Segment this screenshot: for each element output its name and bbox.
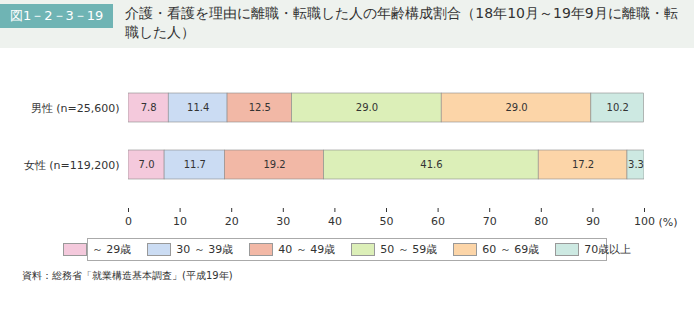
svg-text:男性 (n=25,600): 男性 (n=25,600) bbox=[31, 102, 120, 115]
html-text:60 ～ 69歳: 60 ～ 69歳 bbox=[482, 243, 540, 256]
svg-text:0: 0 bbox=[125, 215, 132, 228]
svg-text:40: 40 bbox=[328, 215, 342, 228]
svg-text:50: 50 bbox=[380, 215, 394, 228]
svg-text:12.5: 12.5 bbox=[249, 102, 271, 113]
svg-text:10: 10 bbox=[173, 215, 187, 228]
svg-text:29.0: 29.0 bbox=[505, 102, 527, 113]
html-text:30 ～ 39歳: 30 ～ 39歳 bbox=[176, 243, 234, 256]
svg-text:20: 20 bbox=[225, 215, 239, 228]
svg-text:17.2: 17.2 bbox=[572, 159, 594, 170]
svg-text:3.3: 3.3 bbox=[628, 159, 644, 170]
html-text:40 ～ 49歳: 40 ～ 49歳 bbox=[278, 243, 336, 256]
svg-text:(%): (%) bbox=[659, 216, 678, 229]
html-text:50 ～ 59歳: 50 ～ 59歳 bbox=[380, 243, 438, 256]
svg-text:70: 70 bbox=[483, 215, 497, 228]
svg-text:11.4: 11.4 bbox=[187, 102, 209, 113]
svg-text:90: 90 bbox=[586, 215, 600, 228]
svg-text:7.8: 7.8 bbox=[141, 102, 157, 113]
svg-text:41.6: 41.6 bbox=[420, 159, 442, 170]
html-text:70歳以上: 70歳以上 bbox=[584, 243, 632, 256]
html-text:資料：総務省「就業構造基本調査」(平成19年): 資料：総務省「就業構造基本調査」(平成19年) bbox=[22, 270, 233, 281]
svg-text:11.7: 11.7 bbox=[184, 159, 206, 170]
html-text:～ 29歳: ～ 29歳 bbox=[91, 243, 132, 256]
svg-text:29.0: 29.0 bbox=[356, 102, 378, 113]
svg-text:10.2: 10.2 bbox=[607, 102, 629, 113]
svg-text:60: 60 bbox=[431, 215, 445, 228]
html-text:図1－2－3－19: 図1－2－3－19 bbox=[10, 8, 104, 23]
svg-text:19.2: 19.2 bbox=[263, 159, 285, 170]
svg-text:7.0: 7.0 bbox=[139, 159, 155, 170]
svg-text:女性 (n=119,200): 女性 (n=119,200) bbox=[24, 159, 120, 172]
svg-text:100: 100 bbox=[634, 215, 655, 228]
svg-text:80: 80 bbox=[534, 215, 548, 228]
svg-text:30: 30 bbox=[276, 215, 290, 228]
html-text:介護・看護を理由に離職・転職した人の年齢構成割合（18年10: 介護・看護を理由に離職・転職した人の年齢構成割合（18年10月～19年9月に離職… bbox=[125, 5, 678, 40]
